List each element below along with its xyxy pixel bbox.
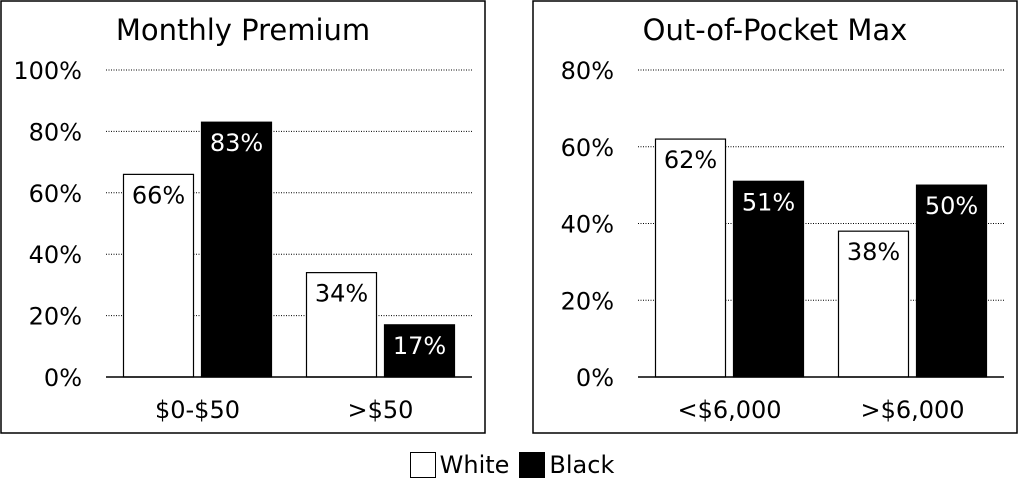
data-label: 83% xyxy=(210,129,263,157)
chart-svg: Out-of-Pocket Max 0% 20% 40% 60% 80% 62% 51% <$6… xyxy=(532,0,1018,434)
chart-out-of-pocket-max: Out-of-Pocket Max 0% 20% 40% 60% 80% 62% 51% <$6… xyxy=(532,0,1018,434)
legend-label: White xyxy=(439,451,510,479)
y-tick-label: 100% xyxy=(13,57,82,85)
data-label: 66% xyxy=(132,181,185,209)
chart-title: Monthly Premium xyxy=(116,13,370,47)
y-tick-label: 0% xyxy=(44,364,82,392)
legend-item-black: Black xyxy=(519,451,614,479)
y-tick-label: 40% xyxy=(561,211,614,239)
chart-monthly-premium: Monthly Premium 0% 20% 40% 60% 80% 100% 66% 83% $… xyxy=(0,0,486,434)
data-label: 38% xyxy=(847,238,900,266)
data-label: 51% xyxy=(742,188,795,216)
bar-black xyxy=(732,180,805,378)
data-label: 34% xyxy=(315,280,368,308)
data-label: 62% xyxy=(664,146,717,174)
legend-item-white: White xyxy=(409,451,510,479)
bar-white xyxy=(654,138,727,378)
x-tick-label: >$6,000 xyxy=(860,396,964,424)
data-label: 17% xyxy=(393,332,446,360)
chart-svg: Monthly Premium 0% 20% 40% 60% 80% 100% 66% 83% $… xyxy=(0,0,486,434)
legend-swatch-white xyxy=(409,452,436,478)
x-tick-label: $0-$50 xyxy=(155,396,240,424)
chart-title: Out-of-Pocket Max xyxy=(643,13,908,47)
y-tick-label: 0% xyxy=(576,364,614,392)
y-tick-label: 80% xyxy=(561,57,614,85)
bar-white xyxy=(305,272,378,378)
y-tick-label: 20% xyxy=(29,303,82,331)
y-tick-label: 80% xyxy=(29,118,82,146)
legend-label: Black xyxy=(549,451,615,479)
bar-black xyxy=(915,184,988,378)
bar-black xyxy=(383,324,456,378)
legend: White Black xyxy=(0,447,1024,483)
y-tick-label: 60% xyxy=(561,134,614,162)
bar-black xyxy=(200,121,273,378)
legend-swatch-black xyxy=(519,452,546,478)
y-tick-label: 60% xyxy=(29,180,82,208)
bar-white xyxy=(837,230,910,378)
x-tick-label: <$6,000 xyxy=(677,396,781,424)
data-label: 50% xyxy=(925,192,978,220)
x-tick-label: >$50 xyxy=(348,396,414,424)
y-tick-label: 20% xyxy=(561,287,614,315)
y-tick-label: 40% xyxy=(29,241,82,269)
